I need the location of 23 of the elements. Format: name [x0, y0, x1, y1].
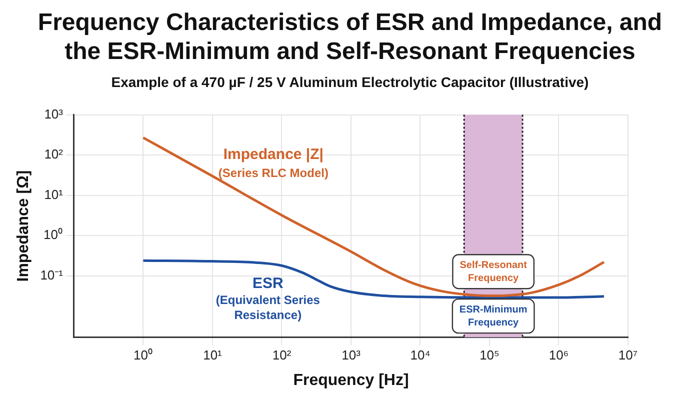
series-label: ESR: [252, 274, 284, 292]
x-tick-label: 10³: [342, 348, 362, 363]
x-tick-label: 10¹: [203, 348, 223, 363]
y-tick-label: 10⁻¹: [40, 267, 64, 282]
y-tick-label: 10³: [44, 106, 64, 122]
annotation: ESR-Minimum Frequency: [459, 304, 528, 328]
annotation: (Series RLC Model): [218, 166, 328, 180]
chart-subtitle: Example of a 470 µF / 25 V Aluminum Electrolytic Capacitor (Illustrative): [110, 74, 590, 90]
x-tick-label: 10⁴: [410, 348, 430, 363]
y-tick-label: 10¹: [44, 186, 64, 202]
y-tick-label: 10⁰: [44, 227, 63, 242]
x-tick-label: 10⁶: [548, 348, 569, 363]
x-tick-label: 10⁵: [480, 348, 500, 363]
y-axis-title: Impedance [Ω]: [15, 170, 32, 282]
x-tick-label: 10²: [272, 348, 292, 363]
chart-title: Frequency Characteristics of ESR and Impedance, and the ESR-Minimum and Self-Resonant Frequencies: [36, 8, 664, 66]
annotation: Self-Resonant Frequency: [460, 260, 528, 284]
x-tick-label: 10⁷: [618, 348, 638, 363]
series-label: Impedance |Z|: [223, 146, 324, 163]
annotation: (Equivalent Series Resistance): [216, 293, 320, 322]
y-tick-label: 10²: [44, 146, 64, 162]
x-axis-title: Frequency [Hz]: [293, 372, 409, 389]
x-tick-label: 10⁰: [134, 348, 153, 363]
